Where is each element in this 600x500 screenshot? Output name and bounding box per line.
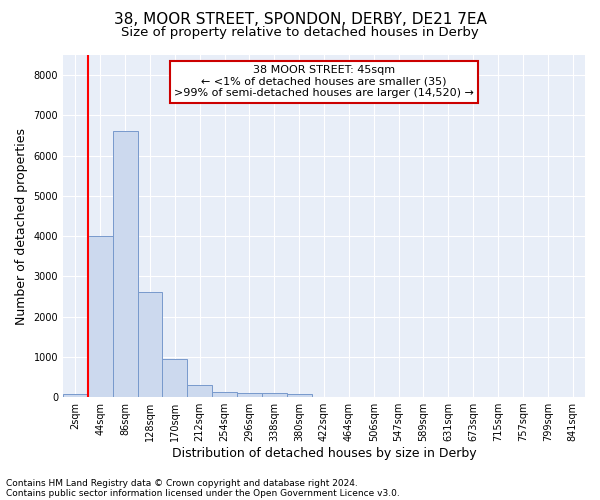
Bar: [113, 132, 137, 397]
Text: 38 MOOR STREET: 45sqm
← <1% of detached houses are smaller (35)
>99% of semi-det: 38 MOOR STREET: 45sqm ← <1% of detached …: [174, 66, 474, 98]
Bar: [262, 394, 287, 397]
Bar: [63, 394, 88, 397]
Bar: [163, 359, 187, 397]
Text: Contains HM Land Registry data © Crown copyright and database right 2024.: Contains HM Land Registry data © Crown c…: [6, 478, 358, 488]
Bar: [187, 384, 212, 397]
Text: Size of property relative to detached houses in Derby: Size of property relative to detached ho…: [121, 26, 479, 39]
Bar: [88, 236, 113, 397]
Bar: [137, 292, 163, 397]
Y-axis label: Number of detached properties: Number of detached properties: [15, 128, 28, 324]
X-axis label: Distribution of detached houses by size in Derby: Distribution of detached houses by size …: [172, 447, 476, 460]
Bar: [287, 394, 311, 397]
Bar: [212, 392, 237, 397]
Bar: [237, 392, 262, 397]
Text: Contains public sector information licensed under the Open Government Licence v3: Contains public sector information licen…: [6, 488, 400, 498]
Text: 38, MOOR STREET, SPONDON, DERBY, DE21 7EA: 38, MOOR STREET, SPONDON, DERBY, DE21 7E…: [113, 12, 487, 28]
